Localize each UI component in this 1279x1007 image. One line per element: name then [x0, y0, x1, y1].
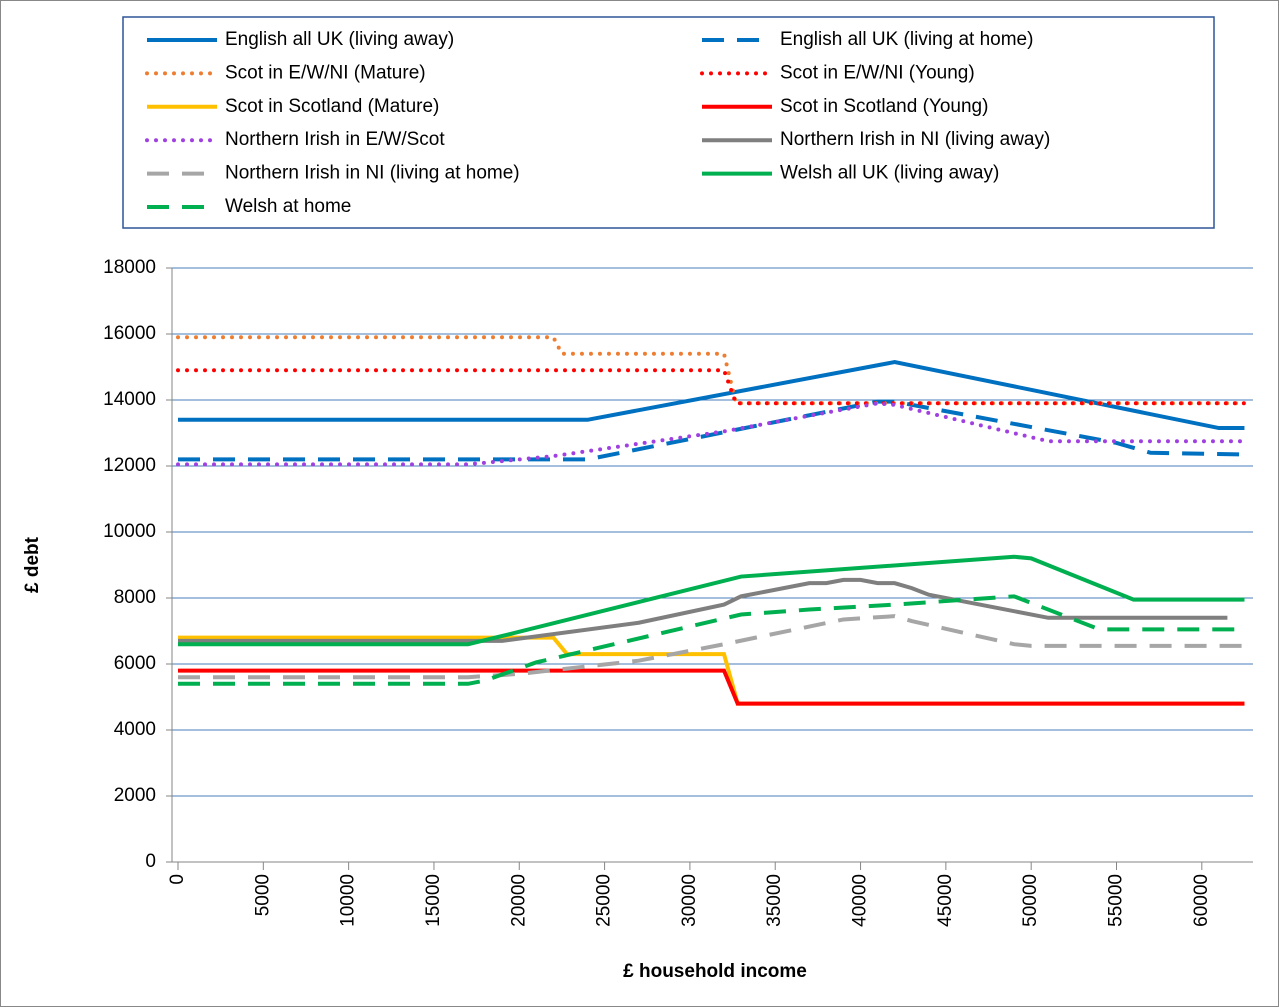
y-tick-label: 12000	[103, 455, 156, 476]
x-tick-label: 0	[167, 874, 188, 885]
legend-label: Scot in E/W/NI (Young)	[780, 62, 975, 83]
legend-label: English all UK (living away)	[225, 29, 454, 50]
line-series	[176, 368, 1247, 406]
y-tick-label: 14000	[103, 389, 156, 410]
x-tick-label: 45000	[935, 874, 956, 927]
legend-label: Scot in E/W/NI (Mature)	[225, 62, 426, 83]
x-tick-label: 25000	[594, 874, 615, 927]
x-tick-label: 40000	[850, 874, 871, 927]
legend-label: Scot in Scotland (Young)	[780, 96, 988, 117]
line-series	[178, 360, 1245, 431]
y-tick-label: 8000	[114, 587, 156, 608]
x-tick-label: 35000	[764, 874, 785, 927]
y-tick-label: 0	[145, 851, 156, 872]
legend-label: Welsh at home	[225, 196, 351, 217]
legend-label: Northern Irish in NI (living away)	[780, 129, 1050, 150]
x-tick-label: 10000	[338, 874, 359, 927]
y-tick-label: 4000	[114, 719, 156, 740]
line-series	[178, 577, 1228, 643]
y-tick-label: 6000	[114, 653, 156, 674]
x-tick-label: 5000	[252, 874, 273, 916]
line-series	[178, 399, 1245, 462]
legend-label: Welsh all UK (living away)	[780, 163, 999, 184]
x-tick-label: 15000	[423, 874, 444, 927]
line-series	[178, 594, 1245, 686]
x-tick-label: 50000	[1020, 874, 1041, 927]
y-tick-label: 18000	[103, 257, 156, 278]
legend-label: Northern Irish in E/W/Scot	[225, 129, 445, 150]
y-tick-label: 2000	[114, 785, 156, 806]
x-tick-label: 60000	[1191, 874, 1212, 927]
legend-label: Northern Irish in NI (living at home)	[225, 163, 520, 184]
legend-box	[122, 16, 1215, 229]
y-tick-label: 16000	[103, 323, 156, 344]
x-tick-label: 30000	[679, 874, 700, 927]
x-tick-label: 55000	[1106, 874, 1127, 927]
y-tick-label: 10000	[103, 521, 156, 542]
x-axis-title: £ household income	[623, 961, 807, 982]
y-axis-title: £ debt	[22, 536, 43, 593]
line-series	[176, 401, 1247, 467]
legend-label: English all UK (living at home)	[780, 29, 1033, 50]
x-tick-label: 20000	[508, 874, 529, 927]
line-series	[178, 554, 1245, 647]
line-series	[178, 668, 1245, 706]
legend-label: Scot in Scotland (Mature)	[225, 96, 439, 117]
